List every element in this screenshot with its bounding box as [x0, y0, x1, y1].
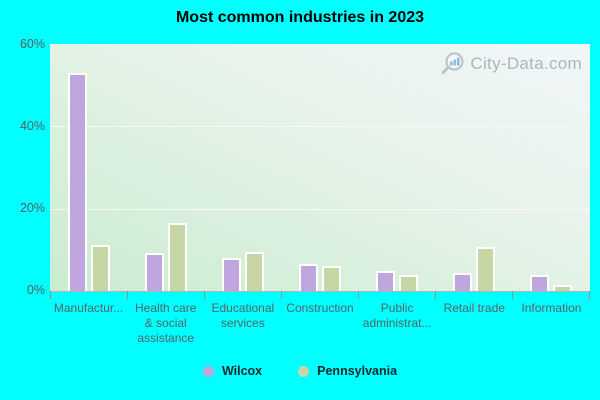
- x-axis-tick-cell: [204, 291, 281, 299]
- y-tick-label-60: 60%: [19, 37, 45, 51]
- watermark-text: City-Data.com: [470, 54, 582, 73]
- bar-group-0: [50, 44, 127, 291]
- x-axis-tick-cell: [50, 291, 127, 299]
- legend-swatch: [202, 365, 214, 377]
- x-axis-tick-cell: [512, 291, 590, 299]
- plot-area: City-Data.com: [50, 44, 590, 292]
- bar-group-4: [359, 44, 436, 291]
- chart-title: Most common industries in 2023: [175, 9, 425, 26]
- bar-group-1: [127, 44, 204, 291]
- bar-pennsylvania-1: [167, 223, 187, 291]
- magnifier-bar-chart-icon: [442, 52, 465, 74]
- bars-row: [50, 44, 590, 291]
- watermark: City-Data.com: [440, 51, 582, 77]
- bar-wilcox-3: [298, 263, 318, 291]
- legend-label: Pennsylvania: [317, 364, 398, 378]
- x-label-health-care: Health care & social assistance: [135, 301, 197, 345]
- bar-group-6: [513, 44, 590, 291]
- x-label-educational-services: Educational services: [211, 301, 275, 330]
- legend-swatch: [298, 365, 310, 377]
- x-axis-tick-cell: [358, 291, 435, 299]
- y-tick-label-0: 0%: [26, 283, 45, 297]
- bar-wilcox-6: [530, 274, 550, 291]
- x-axis-tick-cell: [435, 291, 512, 299]
- bar-pennsylvania-4: [399, 275, 419, 291]
- legend-item-wilcox: Wilcox: [202, 364, 263, 378]
- x-label-public-administration: Public administrat...: [362, 301, 432, 330]
- x-axis-tick-cell: [127, 291, 204, 299]
- gridline-20: [50, 208, 590, 210]
- x-axis-labels: Manufactur... Health care & social assis…: [50, 301, 590, 346]
- bar-wilcox-5: [453, 272, 473, 291]
- bar-pennsylvania-5: [476, 246, 496, 291]
- bar-wilcox-2: [221, 257, 241, 291]
- x-axis-tick-cell: [281, 291, 358, 299]
- bar-pennsylvania-2: [244, 252, 264, 291]
- x-axis-ticks: [50, 291, 590, 299]
- bar-wilcox-4: [376, 271, 396, 291]
- bar-group-3: [281, 44, 358, 291]
- legend: Wilcox Pennsylvania: [0, 364, 600, 378]
- bar-wilcox-1: [144, 253, 164, 291]
- bar-pennsylvania-0: [90, 244, 110, 291]
- y-tick-label-20: 20%: [19, 201, 45, 215]
- x-label-construction: Construction: [286, 301, 354, 315]
- bar-pennsylvania-3: [321, 265, 341, 291]
- y-tick-label-40: 40%: [19, 119, 45, 133]
- bar-group-2: [204, 44, 281, 291]
- bar-wilcox-0: [67, 72, 87, 291]
- legend-label: Wilcox: [221, 364, 263, 378]
- x-label-retail-trade: Retail trade: [443, 301, 505, 315]
- bar-pennsylvania-6: [553, 285, 573, 291]
- x-label-manufacturing: Manufactur...: [53, 301, 124, 315]
- x-label-information: Information: [521, 301, 582, 315]
- bar-group-5: [436, 44, 513, 291]
- gridline-40: [50, 126, 590, 128]
- legend-item-pennsylvania: Pennsylvania: [298, 364, 397, 378]
